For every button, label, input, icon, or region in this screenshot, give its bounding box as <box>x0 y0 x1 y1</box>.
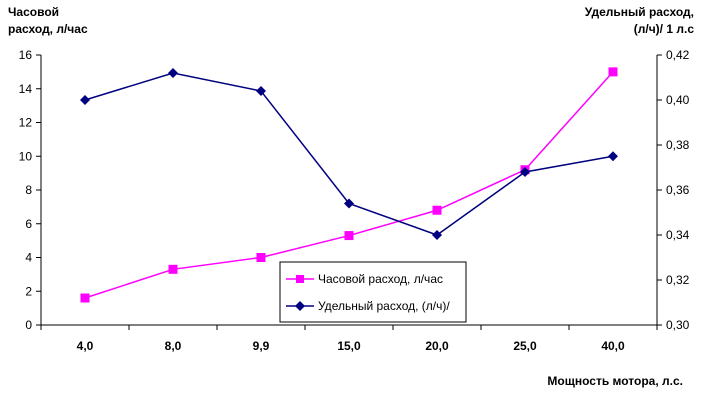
x-axis-title: Мощность мотора, л.с. <box>547 374 683 388</box>
y-right-tick-label: 0,30 <box>666 318 690 332</box>
y-right-title-line-2: (л/ч)/ 1 л.с <box>634 22 695 36</box>
series-layer <box>80 67 618 303</box>
y-left-tick-label: 14 <box>19 82 33 96</box>
series-2-point <box>256 86 266 96</box>
y-right-tick-label: 0,36 <box>666 183 690 197</box>
legend-marker-series-1 <box>296 275 304 283</box>
y-left-tick-label: 8 <box>25 183 32 197</box>
series-2-point <box>344 198 354 209</box>
y-left-title-line-1: Часовой <box>8 5 59 19</box>
y-left-tick-label: 2 <box>25 284 32 298</box>
y-right-tick-label: 0,40 <box>666 93 690 107</box>
y-left-tick-label: 4 <box>25 251 32 265</box>
legend-label-series-2: Удельный расход, (л/ч)/ <box>318 299 450 313</box>
y-left-tick-label: 16 <box>19 48 33 62</box>
x-tick-label: 25,0 <box>513 339 537 353</box>
y-left-tick-label: 10 <box>19 149 33 163</box>
x-tick-label: 9,9 <box>253 339 270 353</box>
series-2-point <box>168 68 178 78</box>
series-2-point <box>80 95 90 105</box>
legend-label-series-1: Часовой расход, л/час <box>318 272 443 286</box>
series-1-point <box>80 293 90 303</box>
y-left-tick-label: 12 <box>19 116 33 130</box>
x-tick-label: 15,0 <box>337 339 361 353</box>
x-tick-label: 8,0 <box>165 339 182 353</box>
series-1-point <box>168 264 178 274</box>
series-2-point <box>608 151 618 162</box>
x-tick-label: 4,0 <box>77 339 94 353</box>
series-1-point <box>344 231 354 241</box>
y-right-title-line-1: Удельный расход, <box>585 5 694 19</box>
series-1-point <box>608 67 618 77</box>
y-right-tick-label: 0,38 <box>666 138 690 152</box>
y-right-tick-label: 0,32 <box>666 273 690 287</box>
y-right-tick-label: 0,42 <box>666 48 690 62</box>
legend-box <box>279 261 467 323</box>
x-tick-label: 40,0 <box>601 339 625 353</box>
series-1-point <box>256 253 266 262</box>
y-right-ticks: 0,30 0,32 0,34 0,36 0,38 0,40 0,42 <box>657 48 690 332</box>
y-right-tick-label: 0,34 <box>666 228 690 242</box>
y-left-ticks: 0 2 4 6 8 10 12 14 16 <box>19 48 41 332</box>
series-1-point <box>432 205 442 215</box>
x-tick-label: 20,0 <box>425 339 449 353</box>
series-2-line <box>84 72 614 236</box>
y-left-title-line-2: расход, л/час <box>8 22 88 36</box>
legend: Часовой расход, л/час Удельный расход, (… <box>279 261 467 323</box>
x-ticks: 4,0 8,0 9,9 15,0 20,0 25,0 40,0 <box>40 325 658 353</box>
legend-marker-series-2 <box>295 301 305 311</box>
y-left-tick-label: 0 <box>25 318 32 332</box>
series-2-point <box>432 230 442 240</box>
y-left-tick-label: 6 <box>25 217 32 231</box>
series-2-point <box>520 167 530 177</box>
